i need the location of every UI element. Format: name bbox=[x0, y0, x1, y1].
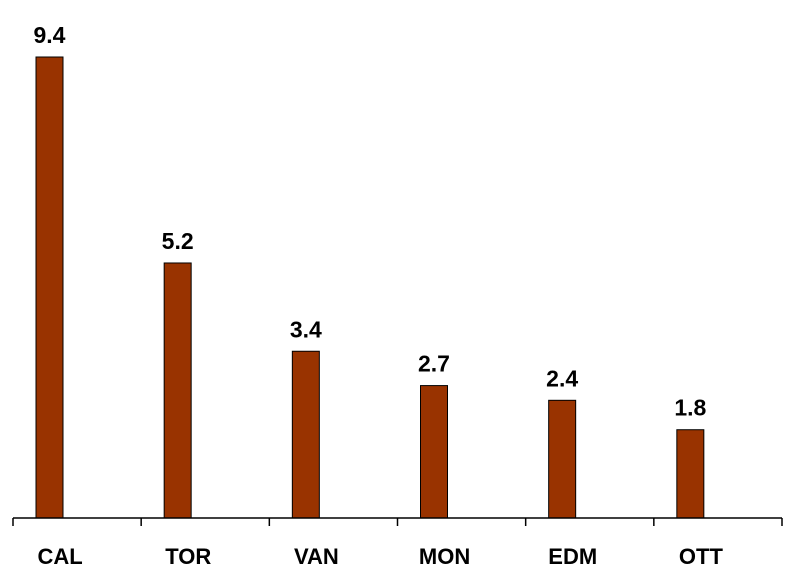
category-labels-group: CAL TOR VAN MON EDM OTT bbox=[37, 544, 723, 569]
category-label-ott: OTT bbox=[679, 544, 724, 569]
bar-van bbox=[291, 350, 320, 519]
bar-ott bbox=[676, 429, 705, 519]
bar-tor bbox=[163, 262, 192, 519]
bar-cal bbox=[35, 56, 64, 519]
category-label-mon: MON bbox=[419, 544, 470, 569]
category-label-edm: EDM bbox=[548, 544, 597, 569]
bar-mon bbox=[420, 385, 448, 519]
x-axis bbox=[12, 517, 783, 526]
value-label-mon: 2.7 bbox=[418, 351, 450, 377]
value-label-van: 3.4 bbox=[290, 316, 322, 342]
value-label-tor: 5.2 bbox=[162, 228, 194, 254]
category-label-van: VAN bbox=[294, 544, 339, 569]
value-label-ott: 1.8 bbox=[674, 395, 706, 421]
bar-edm bbox=[548, 399, 577, 519]
value-label-cal: 9.4 bbox=[34, 22, 66, 48]
category-label-tor: TOR bbox=[165, 544, 211, 569]
value-label-edm: 2.4 bbox=[546, 365, 578, 391]
bars-group bbox=[35, 56, 705, 519]
value-labels-group: 9.4 5.2 3.4 2.7 2.4 1.8 bbox=[34, 22, 707, 421]
category-label-cal: CAL bbox=[37, 544, 82, 569]
